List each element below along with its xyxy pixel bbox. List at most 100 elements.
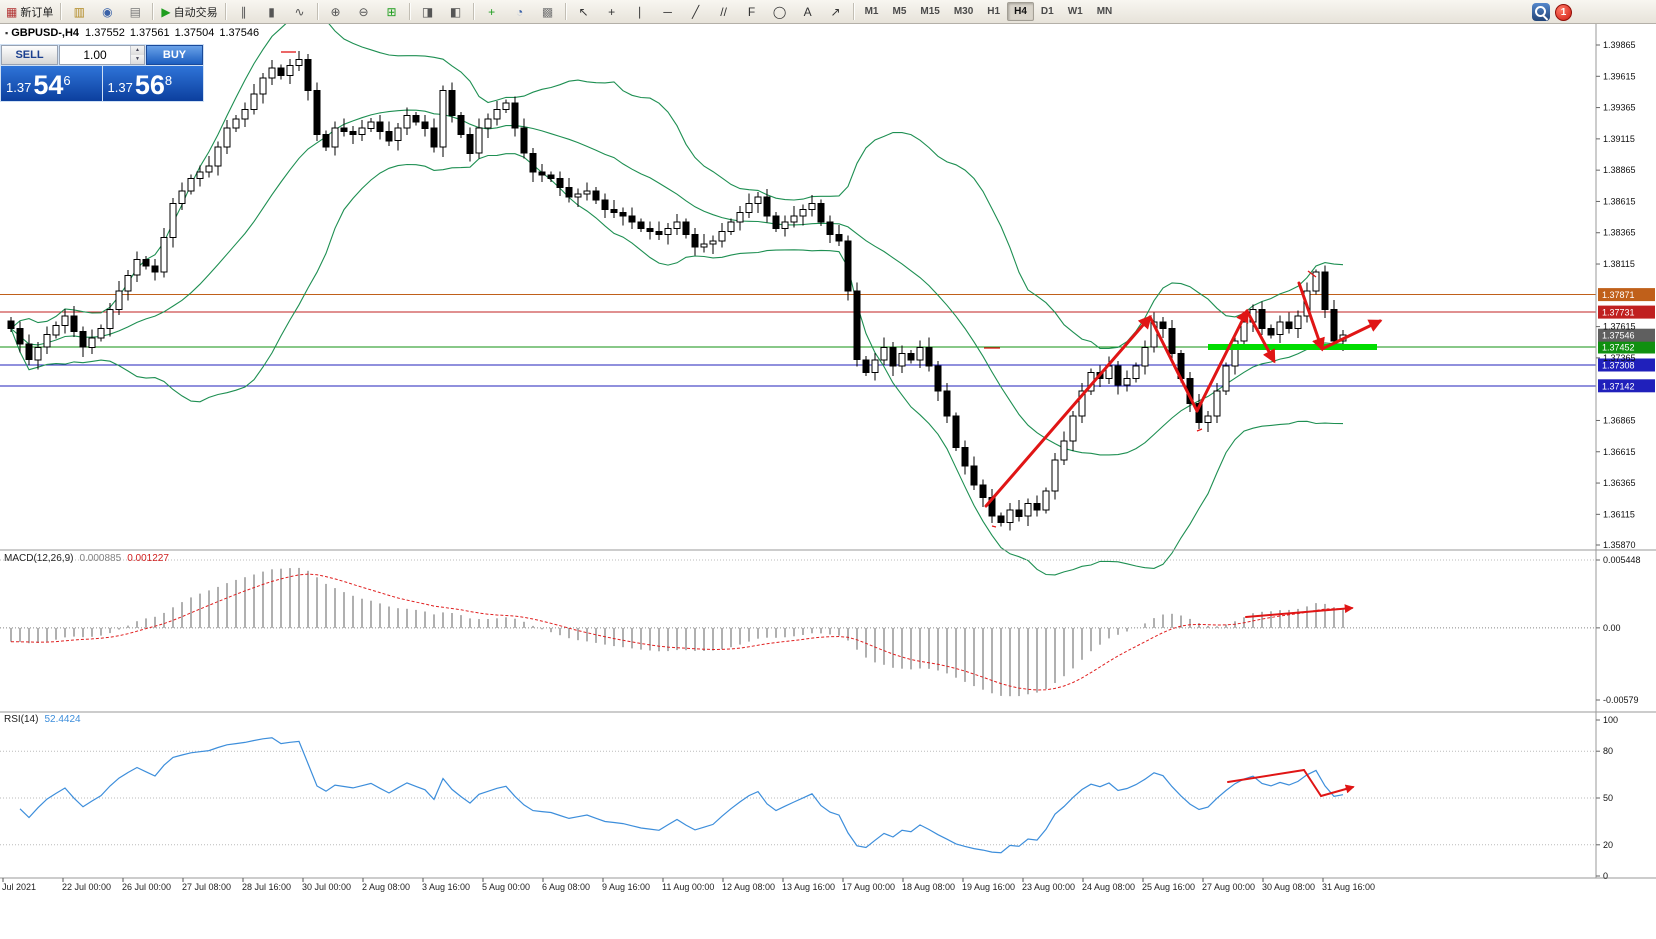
svg-text:1.37308: 1.37308 (1602, 361, 1635, 371)
periods-icon[interactable]: ◔ (506, 1, 534, 23)
rsi-label: RSI(14) 52.4424 (4, 714, 81, 725)
svg-text:50: 50 (1603, 793, 1613, 803)
timeframe-h1[interactable]: H1 (987, 6, 1001, 17)
arrows-icon[interactable]: ↗ (822, 1, 850, 23)
sell-price-pips: 54 (33, 70, 64, 100)
sell-button[interactable]: SELL (1, 45, 58, 65)
new-order-button[interactable]: ▦ 新订单 (2, 1, 57, 23)
notification-badge[interactable]: 1 (1555, 3, 1572, 21)
channel-icon[interactable]: // (710, 1, 738, 23)
trend-arrow-object (1245, 309, 1276, 364)
volume-value[interactable]: 1.00 (83, 48, 107, 62)
candlesticks-icon[interactable]: ▮ (258, 1, 286, 23)
vertical-line-icon: ∣ (636, 4, 643, 19)
volume-up-button[interactable]: ▲ (131, 46, 144, 55)
price-tick: 1.38115 (1603, 259, 1635, 269)
annotations-layer[interactable] (281, 51, 1383, 797)
crosshair-icon: + (608, 4, 616, 19)
chart-shift-icon[interactable]: ◧ (442, 1, 470, 23)
price-tick: 1.39865 (1603, 40, 1636, 50)
auto-scroll-icon[interactable]: ◨ (414, 1, 442, 23)
channel-icon: // (720, 4, 727, 19)
indicators-icon[interactable]: + (478, 1, 506, 23)
svg-text:1.37871: 1.37871 (1602, 290, 1635, 300)
timeframe-m5[interactable]: M5 (892, 6, 907, 17)
toolbar-separator (564, 3, 567, 20)
time-tick: 6 Aug 08:00 (542, 882, 590, 892)
trendline-icon[interactable]: ╱ (682, 1, 710, 23)
quote-low: 1.37504 (174, 27, 215, 39)
search-icon[interactable] (1532, 3, 1550, 21)
horizontal-line-icon[interactable]: ─ (654, 1, 682, 23)
toolbar: ▦ 新订单 ▥ ◉ ▤ ▶ 自动交易 ∥ ▮ ∿ ⊕ ⊖ ⊞ ◨ ◧ + ◔ ▩ ↖ + ∣ ─ ╱ // F ◯ A ↗ M1 M5 M1… (0, 0, 1656, 24)
time-tick: 27 Aug 00:00 (1202, 882, 1255, 892)
chart-icon: ▪ (5, 28, 9, 38)
trend-arrow-object (1303, 769, 1322, 797)
ohlc-bars-icon[interactable]: ∥ (230, 1, 258, 23)
svg-text:1.37142: 1.37142 (1602, 381, 1635, 391)
svg-text:1.37452: 1.37452 (1602, 343, 1635, 353)
price-axis[interactable] (1596, 44, 1655, 546)
svg-text:-0.00579: -0.00579 (1603, 695, 1639, 705)
rsi-panel[interactable] (0, 719, 1600, 877)
buy-price-display[interactable]: 1.37 56 8 (102, 66, 203, 101)
candles-layer[interactable] (7, 50, 1347, 531)
autotrade-button-label: 自动交易 (173, 6, 218, 19)
market-watch-icon[interactable]: ◉ (93, 1, 121, 23)
time-tick: 11 Aug 00:00 (662, 882, 714, 892)
macd-panel[interactable] (0, 559, 1600, 701)
autotrade-button[interactable]: ▶ 自动交易 (157, 1, 221, 23)
volume-spinner: ▲ ▼ (130, 46, 144, 64)
time-tick: 28 Jul 16:00 (242, 882, 291, 892)
cursor-icon: ↖ (578, 4, 589, 19)
buy-price-sub: 8 (164, 73, 173, 88)
text-icon[interactable]: A (794, 1, 822, 23)
crosshair-icon[interactable]: + (598, 1, 626, 23)
time-axis[interactable] (2, 878, 1324, 882)
price-tick: 1.36365 (1603, 478, 1636, 488)
vertical-line-icon[interactable]: ∣ (626, 1, 654, 23)
toolbar-separator (472, 3, 475, 20)
horizontal-lines-layer[interactable] (0, 294, 1596, 387)
price-tick: 1.37615 (1603, 322, 1636, 332)
timeframe-m1[interactable]: M1 (864, 6, 879, 17)
timeframe-mn[interactable]: MN (1096, 6, 1113, 17)
timeframe-m30[interactable]: M30 (953, 6, 974, 17)
line-chart-icon: ∿ (294, 4, 305, 19)
bollinger-bands-layer (10, 9, 1344, 576)
price-tick: 1.39615 (1603, 71, 1636, 81)
time-tick: 27 Jul 08:00 (182, 882, 231, 892)
time-tick: 25 Aug 16:00 (1142, 882, 1195, 892)
volume-down-button[interactable]: ▼ (131, 55, 144, 64)
fibonacci-icon[interactable]: F (738, 1, 766, 23)
navigator-icon[interactable]: ▤ (121, 1, 149, 23)
charts-window-icon: ▥ (73, 4, 86, 19)
zoom-out-icon[interactable]: ⊖ (350, 1, 378, 23)
shapes-icon[interactable]: ◯ (766, 1, 794, 23)
new-order-button: ▦ (6, 4, 18, 19)
buy-price-pips: 56 (134, 70, 165, 100)
timeframe-w1[interactable]: W1 (1067, 6, 1083, 17)
buy-button[interactable]: BUY (146, 45, 203, 65)
svg-text:0.00: 0.00 (1603, 623, 1621, 633)
macd-value-main: 0.000885 (79, 553, 122, 564)
timeframe-h4[interactable]: H4 (1007, 2, 1034, 21)
tile-windows-icon[interactable]: ⊞ (378, 1, 406, 23)
sell-price-display[interactable]: 1.37 54 6 (1, 66, 102, 101)
time-tick: 9 Aug 16:00 (602, 882, 650, 892)
cursor-icon[interactable]: ↖ (570, 1, 598, 23)
price-tick: 1.37365 (1603, 353, 1636, 363)
price-tick: 1.38615 (1603, 196, 1636, 206)
tile-windows-icon: ⊞ (386, 4, 397, 19)
timeframe-m15[interactable]: M15 (920, 6, 940, 17)
volume-field[interactable]: 1.00 ▲ ▼ (59, 45, 145, 65)
time-tick: 2 Aug 08:00 (362, 882, 410, 892)
toolbar-separator (852, 3, 855, 20)
time-tick: 3 Aug 16:00 (422, 882, 470, 892)
templates-icon[interactable]: ▩ (534, 1, 562, 23)
charts-window-icon[interactable]: ▥ (65, 1, 93, 23)
zoom-in-icon[interactable]: ⊕ (322, 1, 350, 23)
timeframe-d1[interactable]: D1 (1040, 6, 1054, 17)
line-chart-icon[interactable]: ∿ (286, 1, 314, 23)
